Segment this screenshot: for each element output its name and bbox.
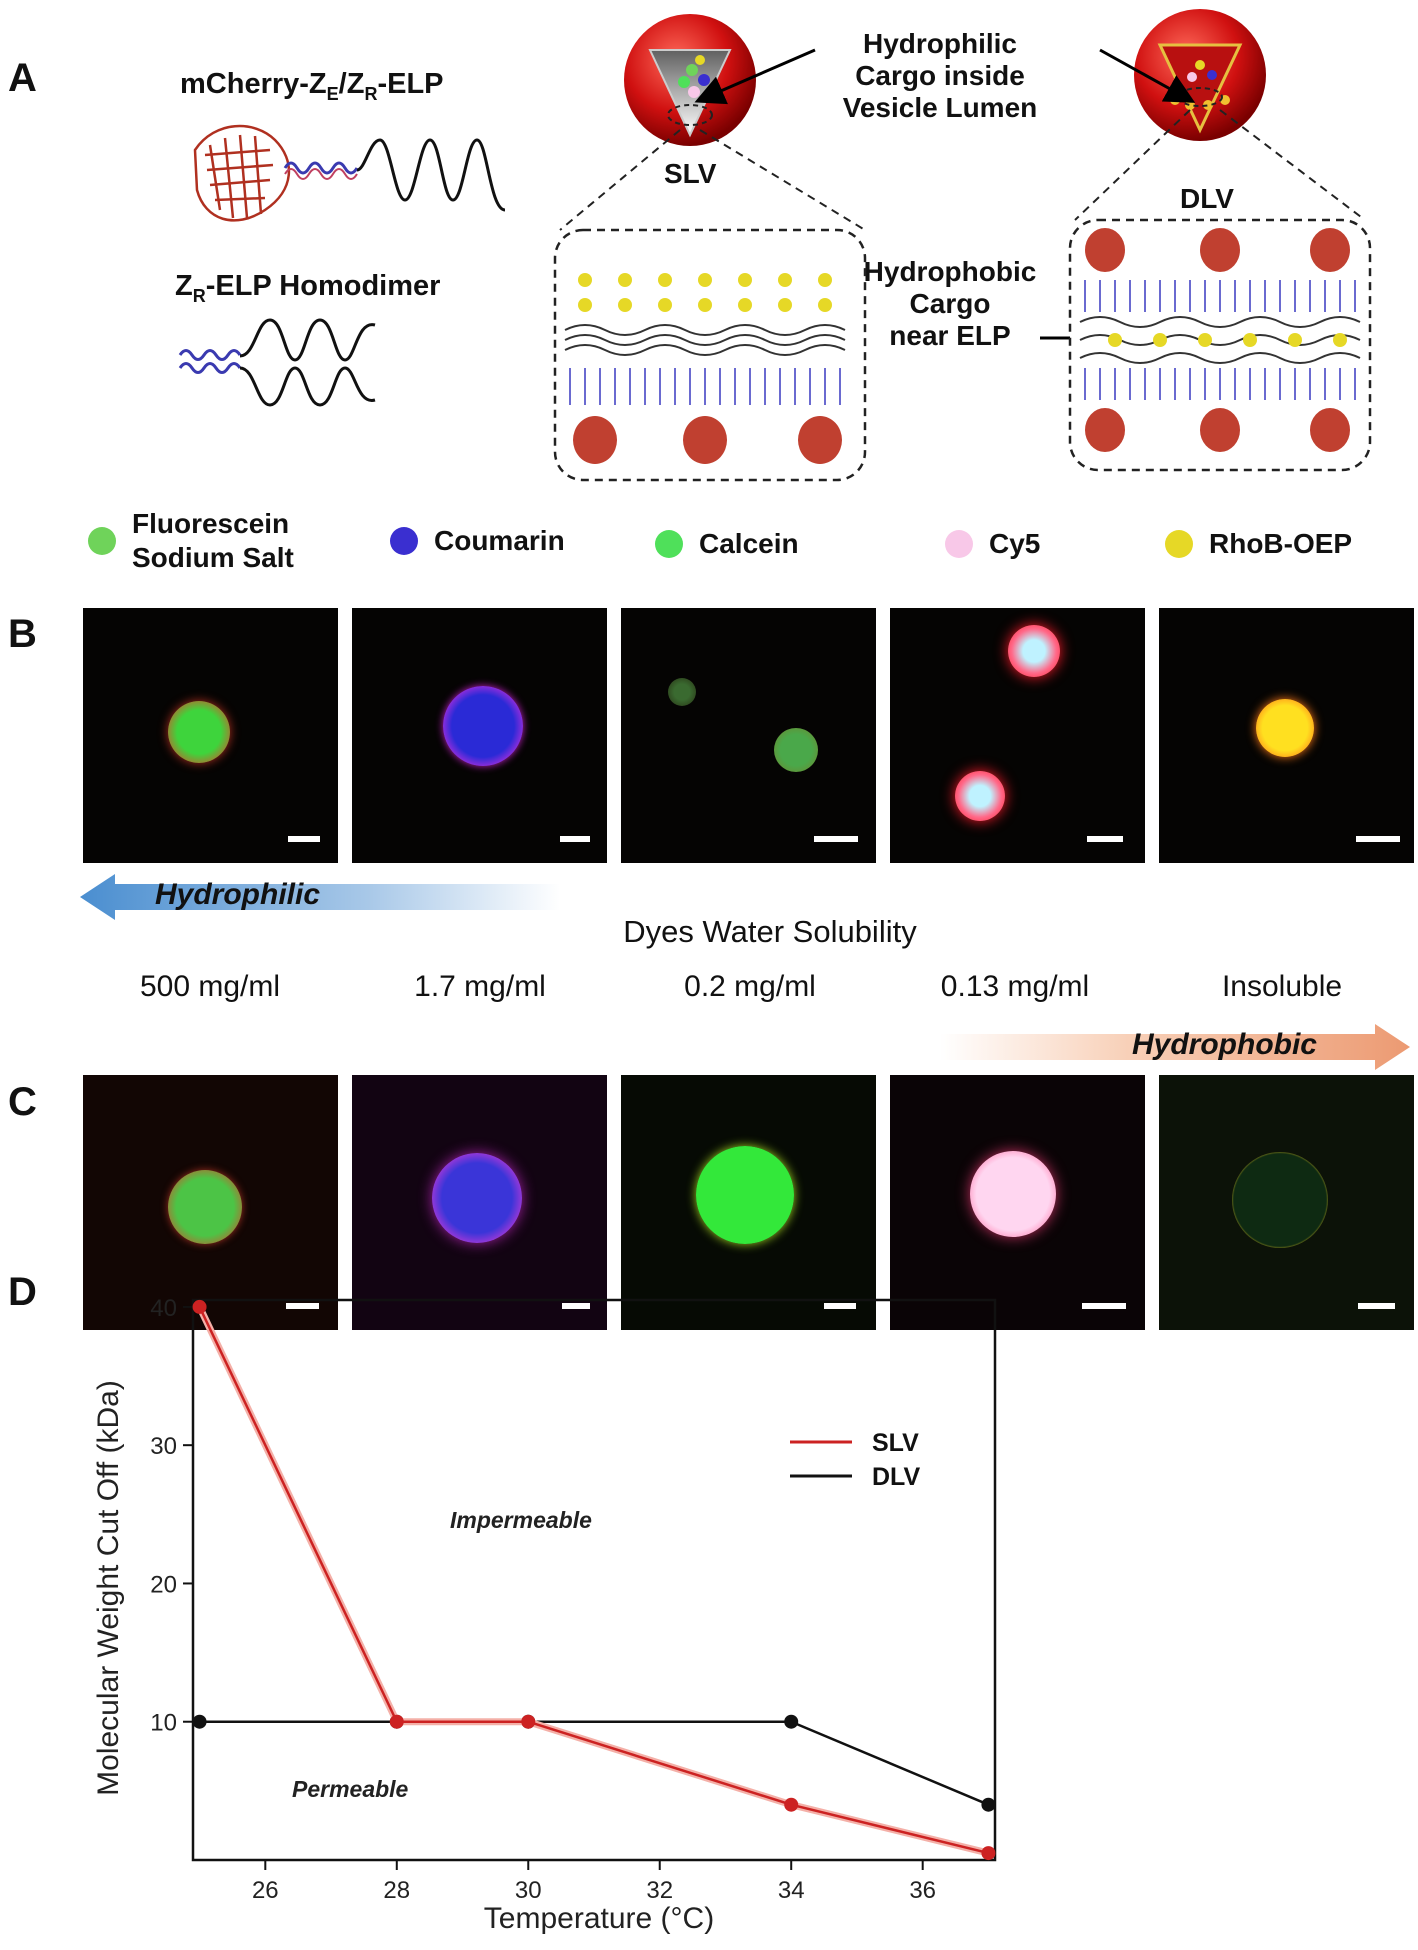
- legend-coumarin: Coumarin: [390, 524, 565, 558]
- hydrophilic-cargo-note: Hydrophilic Cargo inside Vesicle Lumen: [842, 28, 1038, 124]
- dlv-label: DLV: [1180, 183, 1234, 214]
- y-tick-label: 20: [150, 1571, 177, 1598]
- scale-bar: [824, 1303, 856, 1309]
- mcherry-construct-illustration: [193, 124, 506, 222]
- hydrophilic-label: Hydrophilic: [155, 878, 321, 911]
- dlv-data-point: [981, 1797, 996, 1812]
- rhob-oep-slv-image: [1159, 608, 1414, 863]
- slv-data-point: [192, 1299, 207, 1314]
- panel-c-letter: C: [8, 1080, 37, 1124]
- y-tick-label: 40: [150, 1295, 177, 1322]
- rhob-oep-dlv-image: [1159, 1075, 1414, 1330]
- scale-bar: [814, 836, 858, 842]
- hydrophilic-arrow: [80, 874, 560, 920]
- hydrophobic-arrow: [940, 1024, 1410, 1070]
- hydrophobic-cargo-note: Hydrophobic Cargo near ELP: [863, 256, 1037, 352]
- calcein-swatch-icon: [655, 529, 683, 558]
- x-tick-label: 34: [778, 1877, 805, 1904]
- y-axis-label: Molecular Weight Cut Off (kDa): [92, 1380, 125, 1796]
- scale-bar: [1087, 836, 1123, 842]
- cy5-dlv-image: [890, 1075, 1145, 1330]
- scale-bar: [286, 1303, 319, 1309]
- coumarin-swatch-icon: [390, 526, 418, 555]
- scale-bar: [1358, 1303, 1395, 1309]
- calcein-slv-image: [621, 608, 876, 863]
- legend-label-slv: SLV: [872, 1429, 919, 1457]
- scale-bar: [1356, 836, 1400, 842]
- solubility-value: 500 mg/ml: [139, 970, 281, 1003]
- homodimer-illustration: [178, 318, 376, 407]
- scale-bar: [560, 836, 590, 842]
- slv-line: [198, 1306, 989, 1855]
- slv-line-glow: [196, 1305, 990, 1857]
- rhob-oep-swatch-icon: [1165, 529, 1193, 558]
- y-tick-label: 10: [150, 1710, 177, 1737]
- vesicle: [168, 1170, 242, 1244]
- solubility-title: Dyes Water Solubility: [623, 914, 917, 949]
- vesicle: [443, 686, 523, 766]
- cy5-swatch-icon: [945, 529, 973, 558]
- solubility-value: Insoluble: [1221, 970, 1343, 1003]
- solubility-value: 0.13 mg/ml: [940, 970, 1090, 1003]
- x-tick-label: 36: [909, 1877, 936, 1904]
- legend-cy5: Cy5: [945, 527, 1040, 561]
- slv-data-point: [521, 1714, 536, 1729]
- vesicle: [168, 701, 230, 763]
- vesicle: [774, 728, 818, 772]
- slv-label: SLV: [664, 158, 717, 189]
- legend-rhob-oep: RhoB-OEP: [1165, 527, 1352, 561]
- coumarin-slv-image: [352, 608, 607, 863]
- legend-label-dlv: DLV: [872, 1463, 920, 1491]
- vesicle: [970, 1151, 1056, 1237]
- scale-bar: [288, 836, 320, 842]
- homodimer-label: ZR-ELP Homodimer: [175, 270, 441, 306]
- cy5-slv-image: [890, 608, 1145, 863]
- hydrophobic-label: Hydrophobic: [1132, 1028, 1317, 1061]
- vesicle: [432, 1153, 522, 1243]
- calcein-dlv-image: [621, 1075, 876, 1330]
- membrane-detail-illustration: [553, 48, 1372, 482]
- fluorescein-slv-image: [83, 608, 338, 863]
- dlv-data-point: [784, 1714, 799, 1729]
- x-axis-label: Temperature (°C): [484, 1902, 714, 1935]
- x-tick-label: 26: [252, 1877, 279, 1904]
- plot-frame: [191, 1298, 997, 1862]
- coumarin-dlv-image: [352, 1075, 607, 1330]
- vesicle: [1008, 625, 1060, 677]
- slv-data-point: [784, 1797, 799, 1812]
- slv-data-point: [389, 1714, 404, 1729]
- vesicle: [1256, 699, 1314, 757]
- solubility-value: 1.7 mg/ml: [414, 970, 546, 1003]
- panel-a-letter: A: [8, 56, 37, 100]
- scale-bar: [1082, 1303, 1126, 1309]
- panel-d-letter: D: [8, 1270, 37, 1314]
- permeable-label: Permeable: [292, 1776, 409, 1802]
- dlv-data-point: [192, 1714, 207, 1729]
- vesicle: [696, 1146, 794, 1244]
- chart-legend: SLV DLV: [790, 1429, 920, 1491]
- x-tick-label: 32: [646, 1877, 673, 1904]
- x-tick-label: 28: [383, 1877, 410, 1904]
- x-tick-label: 30: [515, 1877, 542, 1904]
- construct-label: mCherry-ZE/ZR-ELP: [180, 68, 444, 104]
- scale-bar: [562, 1303, 590, 1309]
- impermeable-label: Impermeable: [450, 1507, 592, 1533]
- fluorescein-dlv-image: [83, 1075, 338, 1330]
- slv-data-point: [981, 1846, 996, 1861]
- vesicle: [955, 771, 1005, 821]
- solubility-value: 0.2 mg/ml: [684, 970, 816, 1003]
- panel-b-letter: B: [8, 612, 37, 656]
- dlv-vesicle-illustration: [1134, 9, 1266, 141]
- legend-fluorescein: Fluorescein Sodium Salt: [88, 507, 294, 574]
- mwco-chart: 10 20 30 40 26 28 30 32 34 36 Molecular Weight C…: [92, 1295, 997, 1935]
- legend-calcein: Calcein: [655, 527, 799, 561]
- y-tick-label: 30: [150, 1433, 177, 1460]
- vesicle: [1232, 1152, 1328, 1248]
- vesicle: [668, 678, 696, 706]
- fluorescein-swatch-icon: [88, 526, 116, 555]
